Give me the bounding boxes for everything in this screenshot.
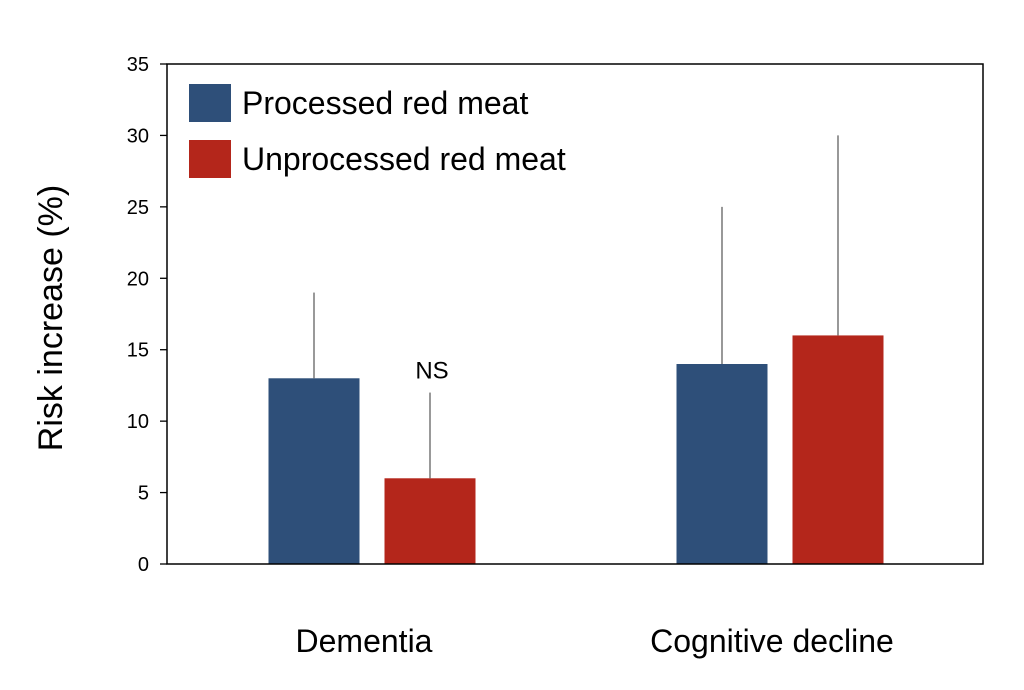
plot-frame bbox=[166, 63, 984, 565]
bar-dementia-unprocessed bbox=[384, 478, 476, 564]
y-tick-label: 30 bbox=[127, 125, 149, 147]
y-axis-label: Risk increase (%) bbox=[32, 185, 70, 451]
y-tick-label: 25 bbox=[127, 197, 149, 219]
y-tick-label: 20 bbox=[127, 268, 149, 290]
x-category-label: Dementia bbox=[296, 623, 433, 659]
bars-layer bbox=[268, 335, 884, 564]
y-tick-label: 0 bbox=[138, 554, 149, 576]
x-axis: Dementia Cognitive decline bbox=[296, 623, 894, 659]
y-axis: 0 5 10 15 20 25 30 35 bbox=[127, 54, 167, 576]
legend-swatch bbox=[189, 84, 231, 122]
legend-label: Processed red meat bbox=[242, 85, 528, 121]
y-tick-label: 5 bbox=[138, 483, 149, 505]
bar-cognitive-decline-unprocessed bbox=[792, 335, 884, 564]
x-category-label: Cognitive decline bbox=[650, 623, 894, 659]
legend: Processed red meat Unprocessed red meat bbox=[189, 84, 566, 178]
bar-cognitive-decline-processed bbox=[676, 364, 768, 564]
annotations-layer: NS bbox=[415, 358, 448, 385]
annotation-label: NS bbox=[415, 358, 448, 385]
y-tick-label: 35 bbox=[127, 54, 149, 76]
bar-dementia-processed bbox=[268, 378, 360, 564]
legend-label: Unprocessed red meat bbox=[242, 141, 566, 177]
error-bars-layer bbox=[313, 135, 839, 479]
y-tick-label: 15 bbox=[127, 340, 149, 362]
y-tick-label: 10 bbox=[127, 411, 149, 433]
legend-swatch bbox=[189, 140, 231, 178]
